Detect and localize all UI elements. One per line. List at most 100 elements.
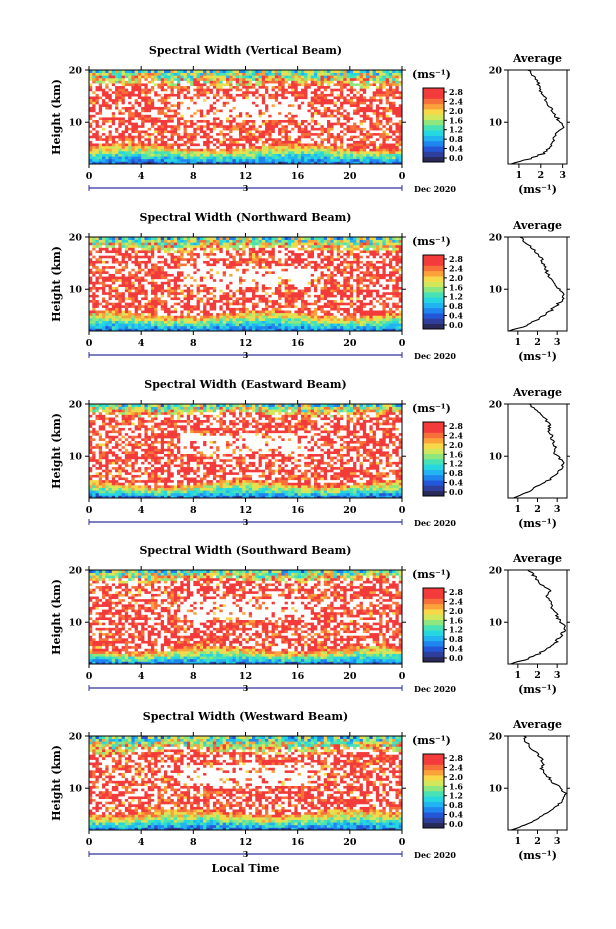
heatmap-cell bbox=[304, 122, 308, 126]
heatmap-cell bbox=[287, 294, 292, 298]
heatmap-cell bbox=[278, 109, 282, 113]
heatmap-cell bbox=[362, 77, 367, 81]
heatmap-cell bbox=[150, 70, 155, 74]
heatmap-cell bbox=[216, 315, 220, 319]
heatmap-cell bbox=[193, 153, 197, 157]
heatmap-cell bbox=[137, 109, 142, 113]
heatmap-cell bbox=[366, 156, 370, 160]
heatmap-cell bbox=[121, 72, 126, 76]
heatmap-cell bbox=[252, 328, 256, 332]
heatmap-cell bbox=[98, 122, 103, 126]
heatmap-cell bbox=[287, 317, 292, 321]
heatmap-cell bbox=[190, 310, 194, 314]
heatmap-cell bbox=[105, 294, 109, 298]
heatmap-cell bbox=[336, 135, 341, 139]
heatmap-cell bbox=[372, 310, 377, 314]
heatmap-cell bbox=[375, 85, 380, 89]
heatmap-cell bbox=[124, 143, 129, 147]
heatmap-cell bbox=[268, 130, 272, 134]
heatmap-cell bbox=[238, 103, 243, 107]
heatmap-cell bbox=[327, 145, 331, 149]
heatmap-cell bbox=[190, 156, 194, 160]
heatmap-cell bbox=[128, 320, 132, 324]
heatmap-cell bbox=[281, 148, 286, 152]
heatmap-cell bbox=[141, 153, 145, 157]
heatmap-cell bbox=[323, 130, 328, 134]
heatmap-cell bbox=[95, 156, 100, 160]
heatmap-cell bbox=[128, 114, 132, 118]
heatmap-cell bbox=[92, 328, 96, 332]
heatmap-cell bbox=[190, 122, 194, 126]
heatmap-cell bbox=[330, 85, 334, 89]
heatmap-cell bbox=[281, 312, 286, 316]
heatmap-cell bbox=[274, 325, 279, 329]
heatmap-cell bbox=[320, 317, 325, 321]
heatmap-cell bbox=[203, 83, 207, 87]
heatmap-cell bbox=[392, 72, 396, 76]
heatmap-cell bbox=[225, 153, 230, 157]
heatmap-cell bbox=[333, 137, 338, 141]
heatmap-cell bbox=[177, 101, 181, 105]
heatmap-cell bbox=[89, 132, 93, 136]
heatmap-cell bbox=[392, 117, 396, 121]
heatmap-cell bbox=[108, 297, 113, 301]
heatmap-cell bbox=[157, 111, 162, 115]
heatmap-cell bbox=[150, 111, 155, 115]
heatmap-cell bbox=[278, 96, 282, 100]
heatmap-cell bbox=[372, 145, 377, 149]
heatmap-cell bbox=[278, 158, 282, 162]
heatmap-cell bbox=[317, 137, 321, 141]
heatmap-cell bbox=[147, 106, 152, 110]
heatmap-cell bbox=[271, 307, 276, 311]
heatmap-cell bbox=[258, 143, 263, 147]
heatmap-cell bbox=[98, 325, 103, 329]
heatmap-cell bbox=[134, 109, 139, 113]
heatmap-cell bbox=[372, 161, 377, 165]
heatmap-cell bbox=[92, 153, 96, 157]
heatmap-cell bbox=[271, 148, 276, 152]
heatmap-cell bbox=[193, 323, 197, 327]
heatmap-cell bbox=[320, 98, 325, 102]
heatmap-cell bbox=[229, 111, 233, 115]
heatmap-cell bbox=[232, 127, 237, 131]
heatmap-cell bbox=[95, 114, 100, 118]
heatmap-cell bbox=[147, 317, 152, 321]
heatmap-cell bbox=[157, 153, 162, 157]
heatmap-cell bbox=[137, 135, 142, 139]
heatmap-cell bbox=[190, 90, 194, 94]
heatmap-cell bbox=[134, 307, 139, 311]
heatmap-cell bbox=[121, 83, 126, 87]
heatmap-cell bbox=[131, 90, 136, 94]
heatmap-cell bbox=[317, 117, 321, 121]
heatmap-cell bbox=[362, 135, 367, 139]
heatmap-cell bbox=[248, 130, 253, 134]
heatmap-cell bbox=[167, 315, 171, 319]
heatmap-cell bbox=[398, 325, 403, 329]
heatmap-cell bbox=[150, 80, 155, 84]
heatmap-cell bbox=[274, 72, 279, 76]
heatmap-cell bbox=[274, 299, 279, 303]
heatmap-cell bbox=[196, 98, 201, 102]
heatmap-cell bbox=[180, 88, 184, 92]
heatmap-cell bbox=[313, 119, 318, 123]
heatmap-cell bbox=[375, 75, 380, 79]
heatmap-cell bbox=[115, 106, 119, 110]
heatmap-cell bbox=[388, 297, 393, 301]
heatmap-cell bbox=[105, 304, 109, 308]
heatmap-cell bbox=[150, 106, 155, 110]
heatmap-cell bbox=[235, 158, 240, 162]
heatmap-cell bbox=[320, 119, 325, 123]
heatmap-cell bbox=[304, 117, 308, 121]
heatmap-cell bbox=[333, 111, 338, 115]
heatmap-cell bbox=[248, 299, 253, 303]
heatmap-cell bbox=[118, 114, 122, 118]
heatmap-cell bbox=[340, 88, 344, 92]
heatmap-cell bbox=[137, 85, 142, 89]
heatmap-cell bbox=[353, 148, 357, 152]
heatmap-cell bbox=[137, 103, 142, 107]
heatmap-cell bbox=[177, 132, 181, 136]
heatmap-cell bbox=[287, 153, 292, 157]
heatmap-cell bbox=[128, 83, 132, 87]
heatmap-cell bbox=[137, 101, 142, 105]
heatmap-cell bbox=[150, 114, 155, 118]
